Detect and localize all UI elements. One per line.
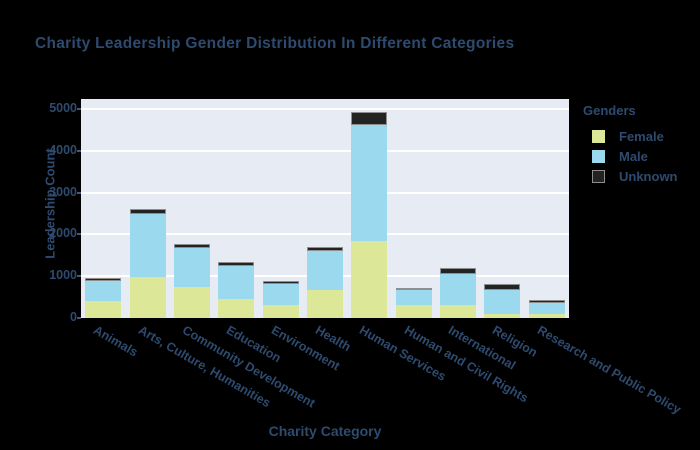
bar-international (440, 267, 477, 318)
bar-segment-unknown[interactable] (528, 299, 565, 303)
bar-segment-female[interactable] (484, 314, 521, 318)
bar-segment-male[interactable] (173, 247, 210, 288)
y-tick-mark (77, 233, 81, 236)
y-tick-mark (77, 191, 81, 194)
bar-human-services (351, 111, 388, 318)
y-tick-mark (77, 108, 81, 111)
y-tick-mark (77, 275, 81, 278)
bar-segment-unknown[interactable] (85, 277, 122, 282)
bar-segment-unknown[interactable] (440, 267, 477, 274)
bar-segment-female[interactable] (351, 240, 388, 318)
bar-segment-male[interactable] (262, 283, 299, 306)
bar-segment-male[interactable] (484, 290, 521, 315)
legend-label: Male (619, 148, 648, 164)
bar-health (307, 246, 343, 318)
bar-religion (484, 283, 521, 318)
bar-segment-unknown[interactable] (395, 287, 432, 291)
bar-segment-unknown[interactable] (218, 262, 255, 267)
y-tick-mark (77, 149, 81, 152)
bar-segment-male[interactable] (528, 302, 565, 315)
y-tick-label-2000: 2000 (49, 226, 77, 241)
y-tick-label-1000: 1000 (49, 268, 77, 283)
bar-segment-male[interactable] (440, 273, 477, 305)
bar-segment-unknown[interactable] (484, 283, 521, 291)
legend-title: Genders (583, 103, 636, 118)
bar-arts-culture-humanities (129, 208, 166, 318)
legend-item-female[interactable]: Female (583, 126, 678, 146)
bar-segment-unknown[interactable] (351, 111, 388, 126)
bar-segment-female[interactable] (307, 290, 343, 318)
bar-segment-male[interactable] (351, 125, 388, 241)
gridline-4000 (81, 149, 569, 152)
bar-segment-female[interactable] (85, 301, 122, 318)
y-tick-label-5000: 5000 (49, 101, 77, 116)
x-tick-label-research-and-public-policy: Research and Public Policy (534, 323, 684, 417)
bar-human-and-civil-rights (395, 287, 432, 318)
legend-label: Female (619, 128, 664, 144)
legend: Genders Female Male Unknown (583, 103, 678, 186)
bar-segment-female[interactable] (129, 277, 166, 318)
bar-segment-female[interactable] (440, 304, 477, 318)
bar-segment-female[interactable] (173, 287, 210, 318)
bar-segment-male[interactable] (129, 214, 166, 278)
y-tick-label-4000: 4000 (49, 142, 77, 157)
unknown-swatch-icon (592, 169, 605, 183)
bar-segment-female[interactable] (528, 314, 565, 318)
female-swatch-icon (592, 129, 605, 143)
legend-item-male[interactable]: Male (583, 146, 678, 166)
bar-animals (85, 277, 122, 318)
bar-segment-unknown[interactable] (173, 243, 210, 248)
legend-item-unknown[interactable]: Unknown (583, 166, 678, 186)
x-axis-title: Charity Category (268, 423, 382, 439)
bar-segment-male[interactable] (395, 290, 432, 306)
bar-segment-unknown[interactable] (262, 281, 299, 284)
bar-segment-female[interactable] (262, 305, 299, 318)
plot-area (81, 99, 569, 318)
gridline-5000 (81, 108, 569, 111)
bar-segment-male[interactable] (85, 281, 122, 302)
bar-segment-male[interactable] (218, 266, 255, 299)
bar-community-development (173, 243, 210, 318)
bar-education (218, 262, 255, 318)
y-tick-mark (77, 317, 81, 319)
bar-segment-unknown[interactable] (129, 208, 166, 215)
y-tick-label-0: 0 (70, 310, 77, 324)
male-swatch-icon (592, 149, 605, 163)
bar-segment-female[interactable] (218, 298, 255, 318)
bar-segment-male[interactable] (307, 251, 343, 290)
gridline-3000 (81, 191, 569, 194)
chart-title: Charity Leadership Gender Distribution I… (35, 35, 515, 52)
bar-research-and-public-policy (528, 299, 565, 318)
bar-segment-unknown[interactable] (307, 246, 343, 252)
gridline-2000 (81, 233, 569, 236)
x-tick-label-animals: Animals (91, 323, 141, 360)
legend-label: Unknown (619, 168, 678, 184)
bar-segment-female[interactable] (395, 305, 432, 318)
bar-environment (262, 281, 299, 318)
y-tick-label-3000: 3000 (49, 184, 77, 199)
